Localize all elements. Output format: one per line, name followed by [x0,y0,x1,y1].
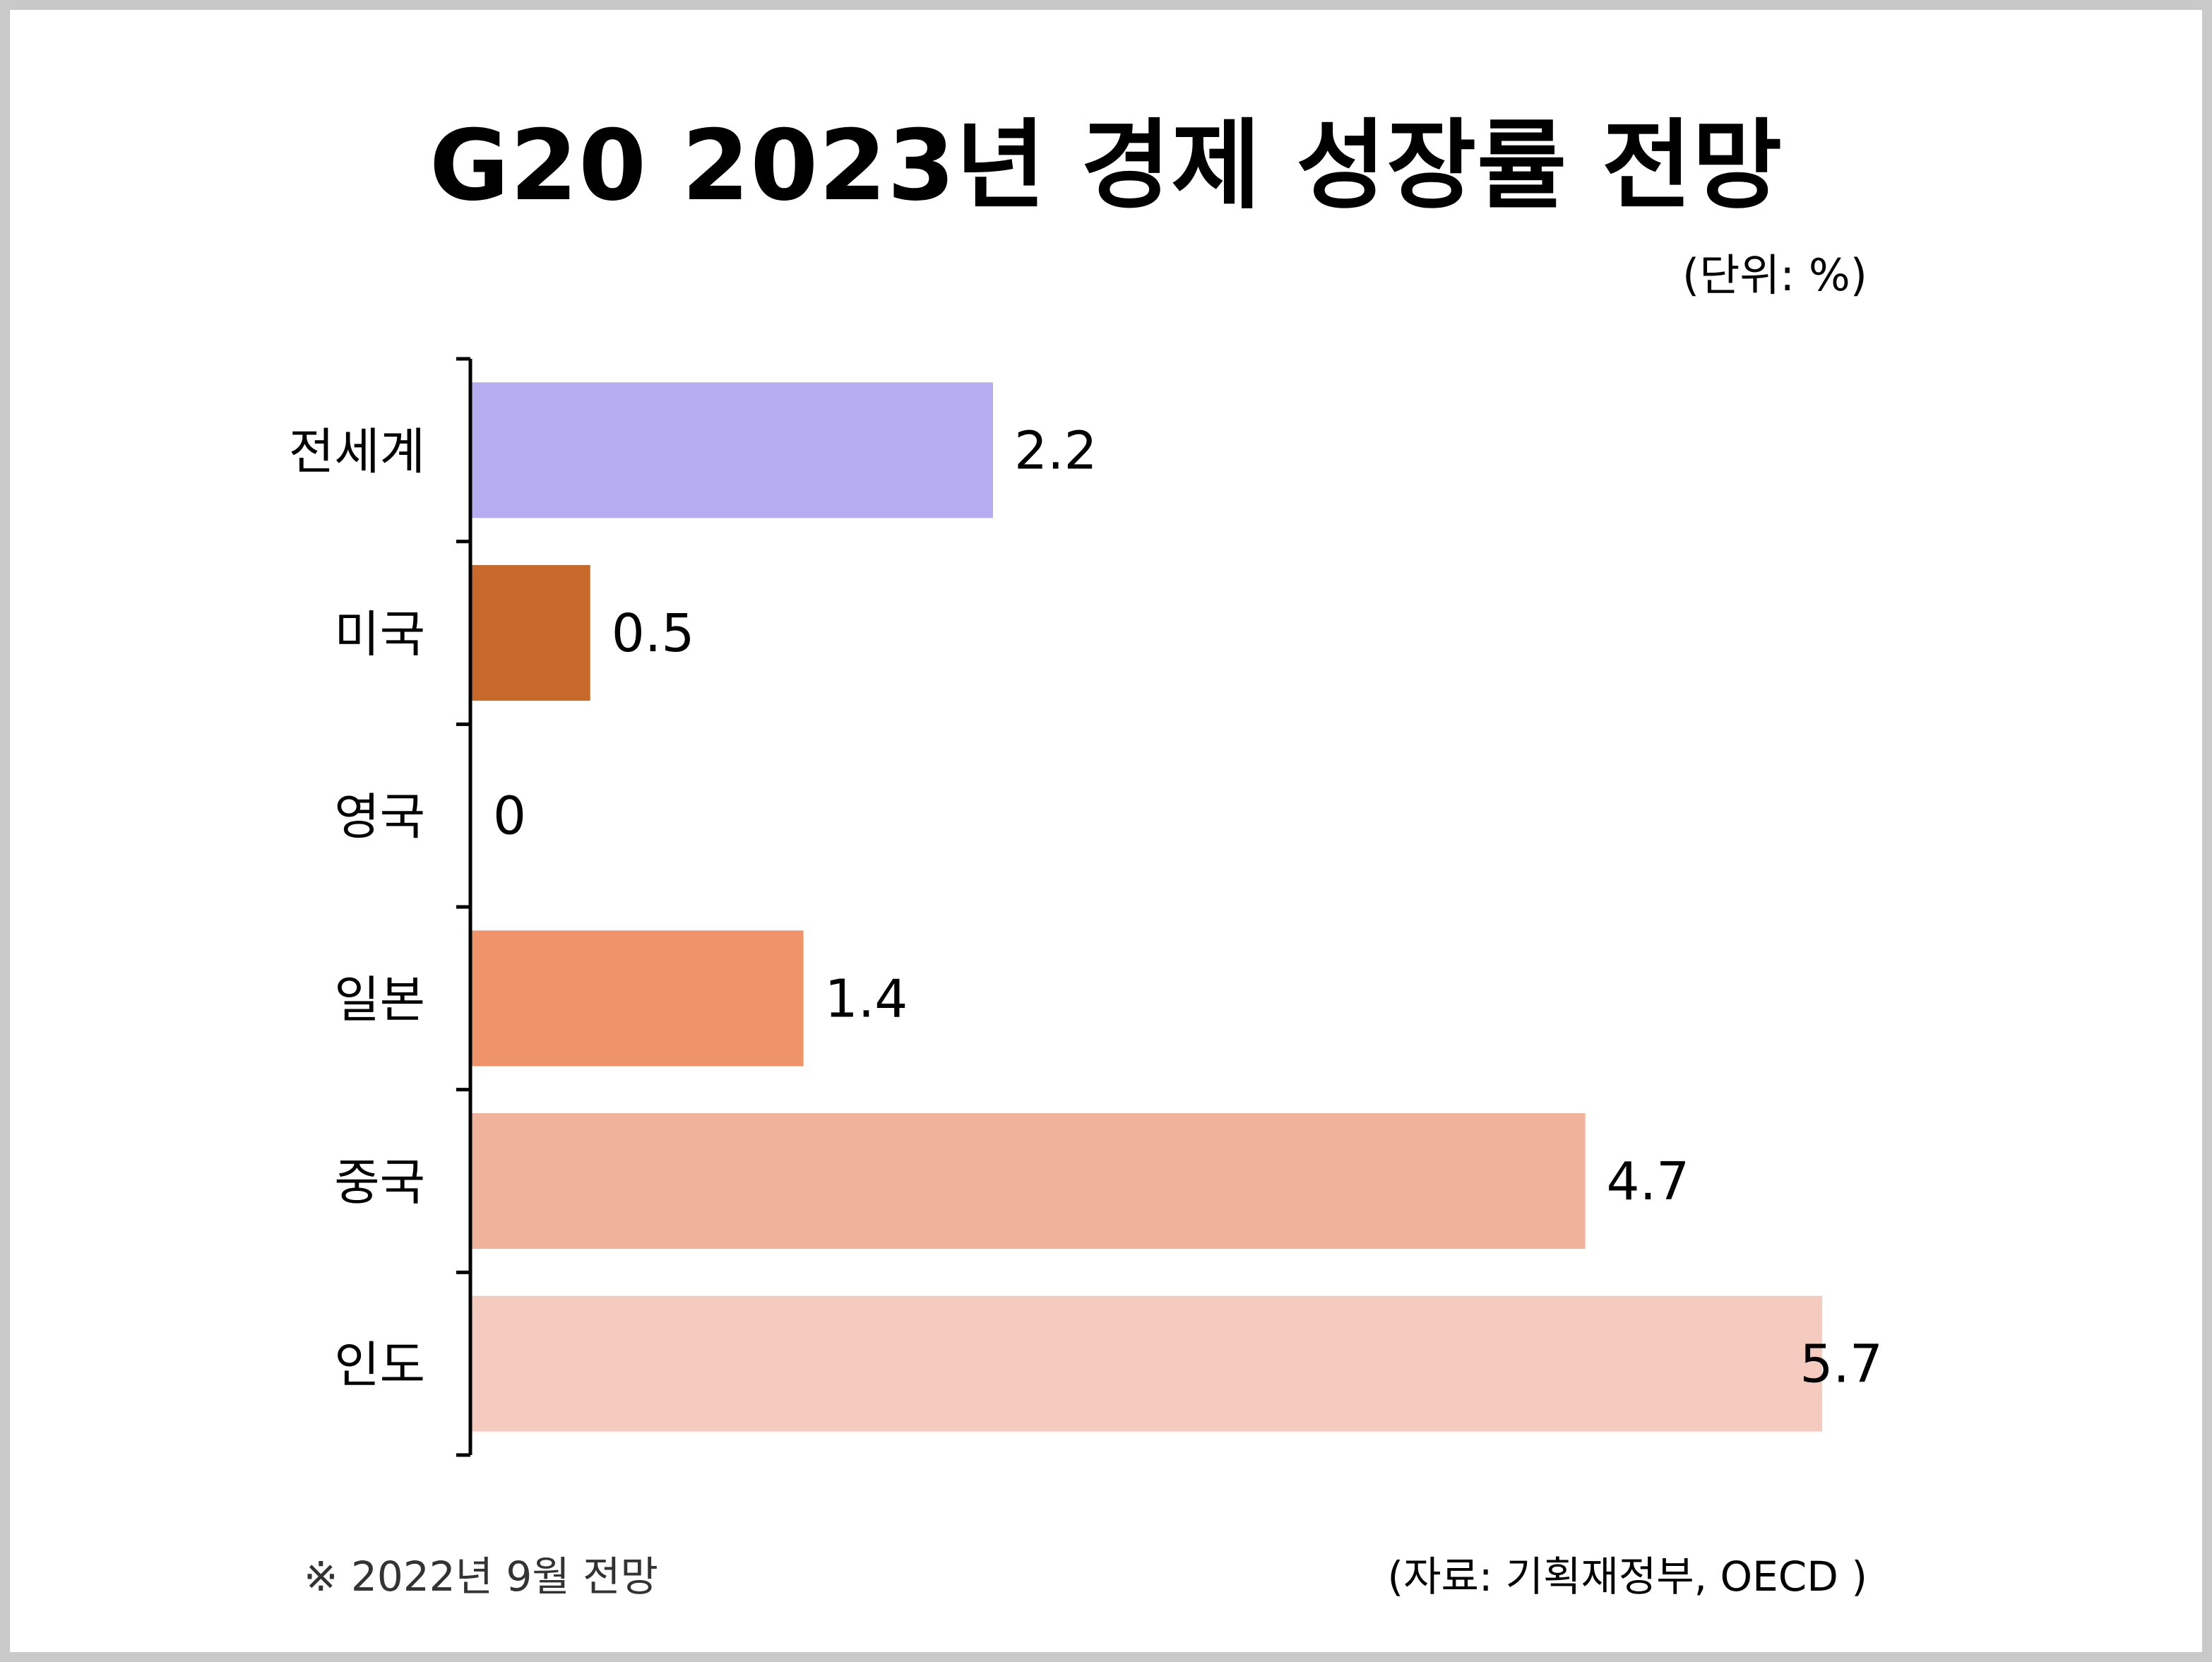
value-label: 0 [493,786,526,847]
category-label: 일본 [334,971,425,1028]
category-label: 영국 [334,788,425,846]
bar-1 [472,382,993,518]
value-label: 1.4 [825,968,908,1029]
bar-6 [472,1295,1822,1432]
source-note: (자료: 기획재정부, OECD ) [1387,1553,1867,1601]
value-label: 4.7 [1607,1151,1690,1212]
value-label: 2.2 [1014,420,1098,481]
chart-title: G20 2023년 경제 성장률 전망 [429,109,1783,222]
value-label: 5.7 [1800,1334,1883,1395]
footnote: ※ 2022년 9월 전망 [304,1553,658,1601]
bar-5 [472,1113,1586,1249]
bar-4 [472,930,804,1067]
category-label: 중국 [334,1153,425,1211]
unit-label: (단위: %) [1682,249,1867,301]
category-label: 인도 [334,1336,425,1394]
bar-2 [472,565,590,701]
value-label: 0.5 [612,603,695,664]
category-label: 전세계 [289,422,425,480]
category-label: 미국 [334,605,425,663]
